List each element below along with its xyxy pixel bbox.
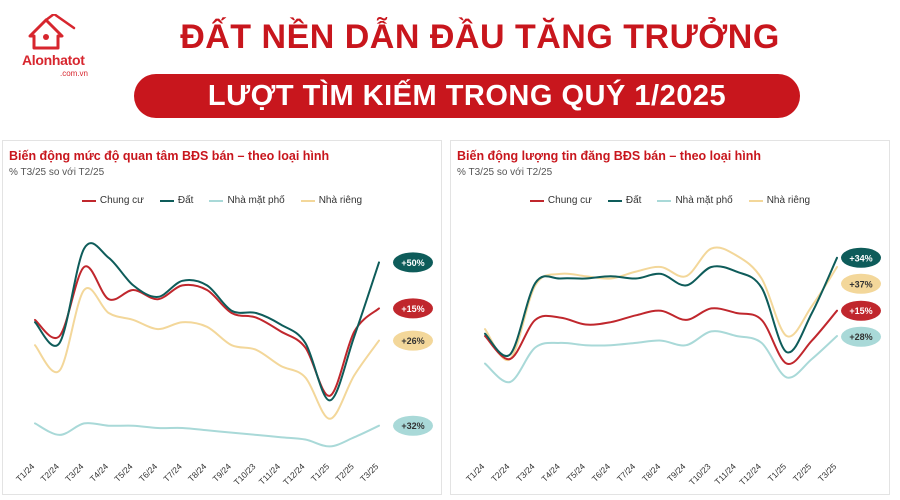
legend-item: Chung cư bbox=[529, 195, 592, 206]
legend-item: Chung cư bbox=[81, 195, 144, 206]
x-tick-label: T3/25 bbox=[358, 461, 381, 484]
legend-label: Chung cư bbox=[99, 195, 144, 206]
legend-label: Nhà mặt phố bbox=[675, 195, 733, 206]
x-tick-label: T12/24 bbox=[737, 461, 763, 487]
end-label-badge: +26% bbox=[393, 330, 433, 351]
x-tick-label: T8/24 bbox=[640, 461, 663, 484]
chart-legend: Chung cư Đất Nhà mặt phố Nhà riêng bbox=[451, 195, 889, 206]
legend-label: Đất bbox=[625, 195, 642, 206]
logo-domain: .com.vn bbox=[60, 69, 89, 78]
x-tick-label: T1/25 bbox=[309, 461, 332, 484]
line-chart-listings: T1/24 T2/24 T3/24 T4/24 T5/24 T6/24 T7/24 T8/24… bbox=[464, 246, 881, 487]
x-tick-label: T5/24 bbox=[565, 461, 588, 484]
legend-item: Đất bbox=[607, 195, 642, 206]
x-tick-label: T12/24 bbox=[281, 461, 307, 487]
legend-label: Chung cư bbox=[547, 195, 592, 206]
end-label-badge: +37% bbox=[841, 273, 881, 294]
series-line bbox=[34, 287, 380, 420]
x-tick-label: T3/24 bbox=[514, 461, 537, 484]
series-line bbox=[484, 307, 838, 365]
x-tick-label: T9/24 bbox=[665, 461, 688, 484]
end-label-text: +50% bbox=[401, 258, 424, 268]
house-icon bbox=[28, 14, 76, 50]
x-tick-label: T2/24 bbox=[39, 461, 62, 484]
legend-label: Đất bbox=[177, 195, 194, 206]
x-tick-label: T7/24 bbox=[615, 461, 638, 484]
end-label-badge: +34% bbox=[841, 247, 881, 268]
end-label-text: +26% bbox=[401, 336, 424, 346]
page-subtitle: LƯỢT TÌM KIẾM TRONG QUÝ 1/2025 bbox=[207, 80, 727, 112]
end-label-text: +34% bbox=[849, 253, 872, 263]
x-tick-label: T3/25 bbox=[816, 461, 839, 484]
legend-item: Nhà riêng bbox=[300, 195, 363, 206]
end-label-badge: +32% bbox=[393, 415, 433, 436]
x-tick-label: T10/23 bbox=[232, 461, 258, 487]
logo: Alonhatot .com.vn bbox=[14, 14, 124, 78]
end-label-text: +15% bbox=[401, 304, 424, 314]
series-line bbox=[484, 246, 838, 362]
x-tick-label: T3/24 bbox=[63, 461, 86, 484]
chart-subtitle: % T3/25 so với T2/25 bbox=[9, 167, 105, 178]
end-label-text: +28% bbox=[849, 332, 872, 342]
chart-legend: Chung cư Đất Nhà mặt phố Nhà riêng bbox=[3, 195, 441, 206]
legend-item: Đất bbox=[159, 195, 194, 206]
chart-title: Biến động mức độ quan tâm BĐS bán – theo… bbox=[9, 149, 330, 163]
x-tick-label: T4/24 bbox=[539, 461, 562, 484]
chart-subtitle: % T3/25 so với T2/25 bbox=[457, 167, 553, 178]
x-tick-label: T2/25 bbox=[791, 461, 814, 484]
end-label-badge: +50% bbox=[393, 252, 433, 273]
legend-item: Nhà mặt phố bbox=[209, 195, 285, 206]
series-line bbox=[484, 330, 838, 384]
x-tick-label: T2/25 bbox=[333, 461, 356, 484]
line-chart-interest: T1/24 T2/24 T3/24 T4/24 T5/24 T6/24 T7/24 T8/24… bbox=[14, 242, 433, 487]
x-tick-label: T6/24 bbox=[137, 461, 160, 484]
x-tick-label: T1/24 bbox=[14, 461, 37, 484]
legend-label: Nhà mặt phố bbox=[227, 195, 285, 206]
series-line bbox=[34, 265, 380, 397]
chart-title: Biến động lượng tin đăng BĐS bán – theo … bbox=[457, 149, 762, 163]
x-tick-label: T7/24 bbox=[161, 461, 184, 484]
end-label-badge: +28% bbox=[841, 326, 881, 347]
legend-label: Nhà riêng bbox=[766, 195, 811, 206]
series-line bbox=[484, 256, 838, 358]
legend-item: Nhà riêng bbox=[748, 195, 811, 206]
series-line bbox=[34, 242, 380, 402]
end-label-text: +32% bbox=[401, 421, 424, 431]
page-title: ĐẤT NỀN DẪN ĐẦU TĂNG TRƯỞNG bbox=[180, 18, 780, 56]
x-tick-label: T4/24 bbox=[88, 461, 111, 484]
x-tick-label: T9/24 bbox=[211, 461, 234, 484]
end-label-text: +15% bbox=[849, 306, 872, 316]
end-label-text: +37% bbox=[849, 279, 872, 289]
x-tick-label: T1/25 bbox=[766, 461, 789, 484]
end-label-badge: +15% bbox=[841, 300, 881, 321]
x-tick-label: T5/24 bbox=[112, 461, 135, 484]
x-tick-label: T2/24 bbox=[489, 461, 512, 484]
x-tick-label: T11/24 bbox=[712, 461, 738, 487]
x-tick-label: T10/23 bbox=[687, 461, 713, 487]
legend-item: Nhà mặt phố bbox=[657, 195, 733, 206]
title-banner: LƯỢT TÌM KIẾM TRONG QUÝ 1/2025 bbox=[134, 74, 800, 118]
series-line bbox=[34, 422, 380, 448]
x-tick-label: T11/24 bbox=[257, 461, 283, 487]
x-tick-label: T8/24 bbox=[186, 461, 209, 484]
chart-panel-interest: Biến động mức độ quan tâm BĐS bán – theo… bbox=[2, 140, 442, 495]
x-tick-label: T1/24 bbox=[464, 461, 487, 484]
end-label-badge: +15% bbox=[393, 298, 433, 319]
x-tick-label: T6/24 bbox=[590, 461, 613, 484]
logo-brand: Alonhatot bbox=[22, 52, 85, 68]
legend-label: Nhà riêng bbox=[318, 195, 363, 206]
chart-panel-listings: Biến động lượng tin đăng BĐS bán – theo … bbox=[450, 140, 890, 495]
